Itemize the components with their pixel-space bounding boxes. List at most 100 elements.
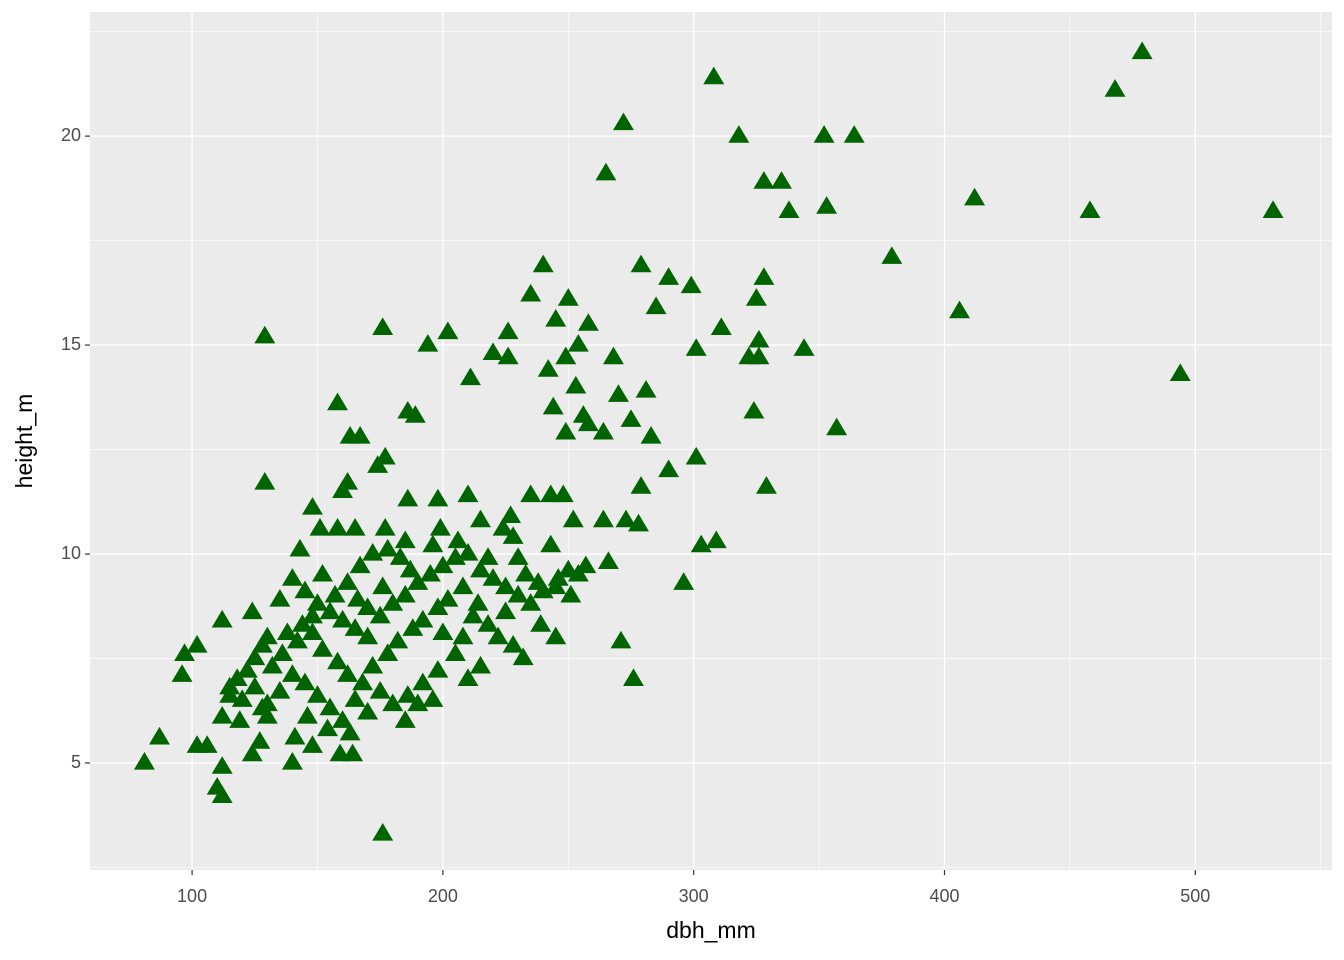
- point: [843, 125, 865, 143]
- point: [492, 517, 514, 536]
- point: [372, 823, 394, 841]
- point: [249, 731, 271, 749]
- point: [592, 509, 614, 528]
- point: [555, 421, 577, 440]
- point: [171, 664, 193, 682]
- point: [557, 288, 579, 306]
- point: [404, 405, 426, 423]
- point: [813, 125, 835, 143]
- point: [211, 609, 233, 628]
- point: [309, 517, 331, 536]
- point: [241, 743, 263, 762]
- point: [324, 584, 346, 603]
- point: [256, 706, 278, 724]
- point: [256, 693, 278, 712]
- x-axis-title: dbh_mm: [666, 917, 755, 943]
- point: [349, 426, 371, 444]
- point: [367, 455, 389, 473]
- point: [352, 672, 374, 691]
- point: [500, 505, 522, 524]
- point: [771, 171, 792, 189]
- x-tick-label: 100: [177, 886, 207, 906]
- point: [555, 346, 577, 365]
- point: [743, 400, 765, 419]
- point: [357, 626, 379, 645]
- point: [307, 685, 328, 703]
- point: [332, 710, 354, 728]
- point: [613, 112, 634, 131]
- point: [377, 538, 399, 557]
- point: [816, 196, 838, 214]
- point: [745, 288, 767, 306]
- point: [452, 626, 474, 645]
- point: [630, 476, 652, 494]
- point: [635, 380, 657, 398]
- point: [502, 526, 524, 544]
- point: [422, 534, 444, 553]
- point: [219, 676, 241, 695]
- point: [369, 680, 391, 699]
- point: [196, 735, 218, 753]
- point: [372, 576, 394, 595]
- point: [542, 396, 564, 415]
- point: [685, 338, 707, 356]
- point: [532, 254, 554, 273]
- point: [630, 254, 652, 273]
- point: [339, 722, 361, 741]
- point: [437, 321, 459, 340]
- x-tick-label: 500: [1180, 886, 1210, 906]
- point: [211, 756, 233, 774]
- point: [419, 563, 441, 582]
- point: [261, 655, 283, 674]
- point: [620, 409, 642, 427]
- point: [680, 275, 702, 294]
- point: [640, 426, 662, 444]
- point: [327, 392, 348, 411]
- point: [344, 517, 366, 536]
- point: [327, 651, 348, 670]
- point: [470, 509, 491, 528]
- point: [540, 484, 562, 503]
- point: [457, 484, 479, 503]
- point: [685, 446, 707, 465]
- point: [615, 509, 637, 528]
- point: [269, 589, 291, 607]
- point: [281, 752, 303, 770]
- point: [342, 743, 364, 762]
- point: [778, 200, 800, 218]
- point: [302, 735, 323, 753]
- point: [357, 701, 379, 720]
- point: [470, 559, 491, 578]
- point: [1079, 200, 1101, 218]
- point: [520, 593, 542, 611]
- point: [241, 601, 263, 620]
- point: [369, 605, 391, 624]
- point: [397, 488, 419, 507]
- point: [728, 125, 750, 143]
- point: [429, 517, 451, 536]
- point: [281, 664, 303, 682]
- point: [244, 647, 266, 666]
- y-tick-label: 5: [71, 752, 81, 772]
- point: [297, 706, 318, 724]
- point: [302, 497, 323, 515]
- point: [460, 367, 481, 386]
- point: [703, 66, 725, 85]
- point: [577, 413, 599, 432]
- point: [1262, 200, 1284, 218]
- point: [382, 693, 404, 712]
- point: [565, 375, 587, 394]
- point: [254, 325, 276, 344]
- point: [482, 568, 504, 586]
- point: [294, 580, 316, 599]
- point: [793, 338, 815, 356]
- point: [705, 530, 727, 549]
- x-tick-label: 200: [428, 886, 458, 906]
- point: [412, 672, 434, 691]
- point: [495, 576, 517, 595]
- point: [332, 609, 354, 628]
- point: [520, 283, 542, 302]
- point: [462, 605, 484, 624]
